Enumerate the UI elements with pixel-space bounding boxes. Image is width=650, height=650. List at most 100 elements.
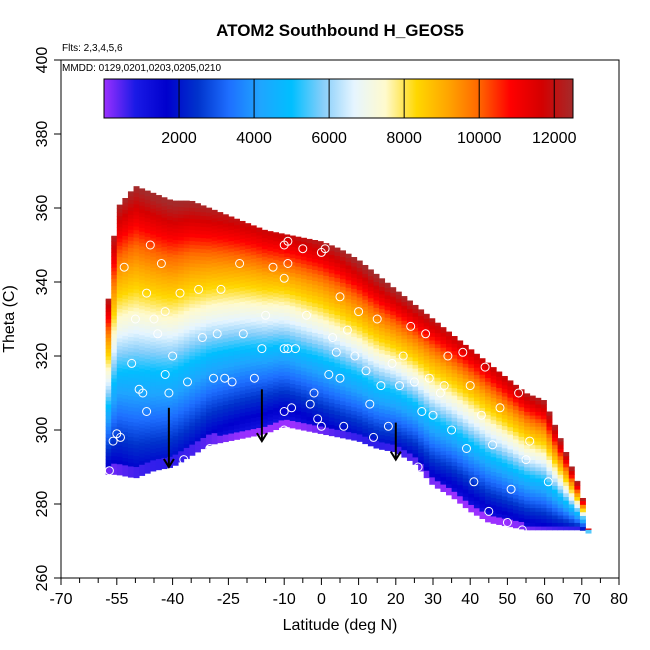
- heat-cell: [351, 432, 358, 437]
- heat-cell: [211, 399, 218, 404]
- heat-cell: [412, 420, 419, 425]
- heat-cell: [133, 186, 140, 190]
- heat-cell: [211, 340, 218, 345]
- heat-cell: [161, 427, 168, 433]
- heat-cell: [116, 252, 123, 258]
- heat-cell: [222, 245, 229, 250]
- heat-cell: [245, 429, 252, 434]
- heat-cell: [116, 223, 123, 228]
- heat-cell: [172, 395, 179, 400]
- heat-cell: [362, 399, 369, 404]
- heat-cell: [211, 436, 218, 441]
- heat-cell: [211, 347, 218, 352]
- heat-cell: [111, 245, 118, 250]
- heat-cell: [278, 290, 285, 295]
- heat-cell: [278, 253, 285, 258]
- heat-cell: [563, 518, 570, 523]
- observation-point: [417, 407, 427, 416]
- heat-cell: [228, 381, 235, 386]
- heat-cell: [284, 238, 291, 243]
- heat-cell: [367, 286, 374, 291]
- heat-cell: [434, 340, 441, 345]
- heat-cell: [395, 383, 402, 388]
- heat-cell: [351, 266, 358, 271]
- heat-cell: [295, 362, 302, 367]
- heat-cell: [546, 492, 553, 497]
- heat-cell: [172, 428, 179, 433]
- heat-cell: [317, 296, 324, 301]
- heat-cell: [245, 285, 252, 290]
- heat-cell: [451, 417, 458, 422]
- heat-cell: [189, 333, 196, 338]
- heat-cell: [161, 350, 168, 355]
- heat-cell: [178, 328, 185, 333]
- heat-cell: [468, 404, 475, 409]
- heat-cell: [451, 369, 458, 374]
- heat-cell: [312, 384, 319, 389]
- heat-cell: [139, 423, 146, 428]
- heat-cell: [122, 350, 129, 355]
- heat-cell: [312, 343, 319, 348]
- heat-cell: [295, 347, 302, 352]
- heat-cell: [167, 386, 173, 391]
- heat-cell: [563, 481, 570, 486]
- heat-cell: [351, 310, 358, 315]
- heat-cell: [384, 395, 391, 400]
- heat-cell: [529, 526, 536, 531]
- heat-cell: [278, 416, 285, 421]
- heat-cell: [295, 369, 302, 374]
- heat-cell: [250, 380, 257, 385]
- heat-cell: [574, 511, 581, 516]
- heat-cell: [501, 462, 508, 467]
- heat-cell: [295, 273, 302, 278]
- heat-cell: [289, 365, 296, 370]
- heat-cell: [139, 405, 146, 410]
- heat-cell: [535, 437, 542, 442]
- observation-point: [149, 314, 159, 324]
- heat-cell: [178, 314, 185, 319]
- heat-cell: [356, 400, 363, 405]
- heat-cell: [256, 372, 263, 377]
- heat-cell: [150, 400, 157, 405]
- heat-cell: [122, 383, 129, 388]
- heat-cell: [518, 503, 525, 508]
- heat-cell: [306, 349, 313, 354]
- heat-cell: [356, 419, 363, 424]
- heat-cell: [340, 397, 346, 402]
- heat-cell: [289, 387, 296, 392]
- heat-cell: [485, 496, 492, 501]
- heat-cell: [356, 267, 363, 272]
- observation-point: [279, 425, 289, 435]
- heat-cell: [367, 375, 374, 380]
- heat-cell: [300, 356, 307, 361]
- heat-cell: [390, 399, 397, 404]
- heat-cell: [440, 395, 447, 400]
- heat-cell: [245, 270, 252, 275]
- heat-cell: [261, 367, 268, 372]
- heat-cell: [133, 263, 140, 268]
- heat-cell: [139, 260, 146, 266]
- heat-cell: [194, 215, 201, 220]
- heat-cell: [155, 325, 162, 330]
- heat-cell: [133, 440, 140, 445]
- heat-cell: [334, 373, 341, 379]
- heat-cell: [401, 298, 408, 303]
- heat-cell: [239, 294, 246, 299]
- heat-cell: [178, 450, 185, 455]
- heat-cell: [161, 431, 168, 436]
- heat-cell: [250, 254, 257, 259]
- heat-cell: [139, 353, 146, 358]
- heat-cell: [150, 408, 157, 413]
- heat-cell: [434, 322, 441, 326]
- heat-cell: [256, 405, 263, 410]
- heat-cell: [211, 229, 218, 234]
- heat-cell: [317, 341, 324, 346]
- heat-cell: [194, 415, 201, 420]
- heat-cell: [529, 455, 536, 460]
- heat-cell: [133, 252, 140, 257]
- heat-cell: [351, 288, 358, 293]
- heat-cell: [239, 308, 246, 313]
- observation-point: [212, 329, 222, 339]
- heat-cell: [524, 485, 531, 490]
- heat-cell: [434, 395, 441, 400]
